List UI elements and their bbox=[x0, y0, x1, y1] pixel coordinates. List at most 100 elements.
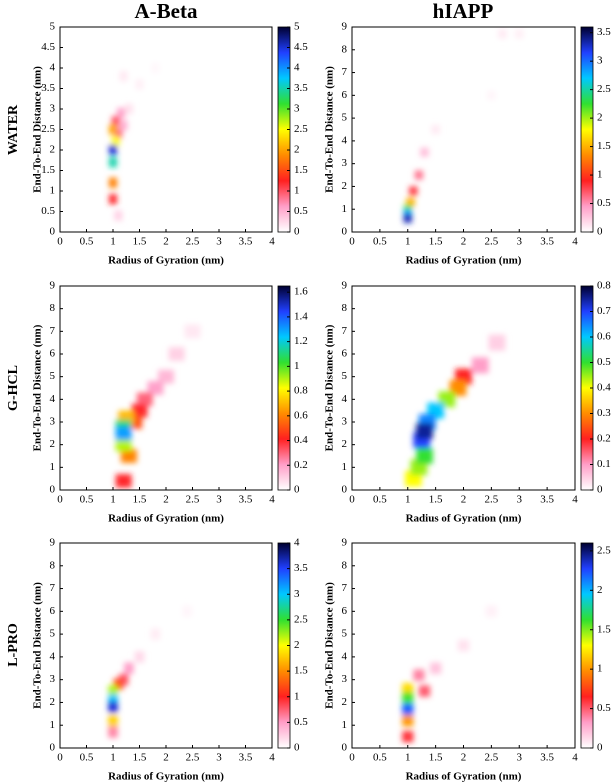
colorbar-tick-label: 0.2 bbox=[597, 433, 611, 445]
colorbar-tick-label: 0 bbox=[294, 742, 300, 754]
y-tick-label: 7 bbox=[50, 582, 56, 594]
colorbar-tick-label: 1.2 bbox=[294, 335, 308, 347]
y-tick-label: 5 bbox=[50, 628, 56, 640]
x-tick-label: 1.5 bbox=[133, 236, 147, 248]
y-tick-label: 7 bbox=[342, 325, 348, 337]
x-tick-label: 0 bbox=[57, 236, 63, 248]
y-tick-label: 0 bbox=[342, 742, 348, 754]
x-tick-label: 3 bbox=[517, 752, 523, 764]
heat-cell bbox=[403, 213, 412, 223]
heat-cell bbox=[402, 730, 414, 743]
y-tick-label: 9 bbox=[342, 21, 348, 33]
y-axis-label: End-To-End Distance (nm) bbox=[32, 324, 44, 451]
colorbar-tick-label: 0.6 bbox=[597, 331, 611, 343]
colorbar bbox=[277, 285, 291, 491]
x-tick-label: 4 bbox=[572, 494, 578, 506]
y-tick-label: 5 bbox=[50, 370, 56, 382]
heat-cell bbox=[109, 194, 117, 205]
colorbar bbox=[580, 26, 594, 233]
x-tick-label: 1.5 bbox=[429, 494, 443, 506]
x-tick-label: 3.5 bbox=[239, 236, 253, 248]
heat-cell bbox=[402, 703, 414, 715]
colorbar-tick-label: 2 bbox=[597, 584, 603, 596]
heat-cell bbox=[118, 673, 129, 686]
x-tick-label: 3 bbox=[216, 236, 222, 248]
x-axis-label: Radius of Gyration (nm) bbox=[406, 771, 522, 783]
y-tick-label: 4 bbox=[342, 393, 348, 405]
y-tick-label: 1.5 bbox=[41, 164, 55, 176]
heat-cell bbox=[109, 124, 117, 135]
heat-cells bbox=[109, 62, 160, 221]
colorbar-tick-label: 3.5 bbox=[294, 562, 308, 574]
x-tick-label: 0 bbox=[349, 236, 355, 248]
y-tick-label: 0 bbox=[342, 226, 348, 238]
y-tick-label: 2 bbox=[50, 696, 56, 708]
y-tick-label: 0 bbox=[50, 226, 56, 238]
heat-cell bbox=[115, 426, 132, 441]
y-tick-label: 1 bbox=[50, 185, 56, 197]
y-tick-label: 5 bbox=[342, 628, 348, 640]
colorbar-tick-label: 1 bbox=[597, 169, 603, 181]
x-tick-label: 4 bbox=[269, 236, 275, 248]
heat-cell bbox=[414, 170, 424, 180]
x-tick-label: 2 bbox=[461, 494, 467, 506]
y-tick-label: 1 bbox=[342, 719, 348, 731]
x-tick-label: 1.5 bbox=[429, 752, 443, 764]
x-axis-label: Radius of Gyration (nm) bbox=[108, 255, 224, 267]
heat-cells bbox=[115, 324, 201, 488]
y-tick-label: 0 bbox=[50, 484, 56, 496]
colorbar-tick-label: 0 bbox=[597, 226, 603, 238]
x-tick-label: 2.5 bbox=[186, 236, 200, 248]
heat-cells bbox=[403, 29, 524, 223]
y-tick-label: 3 bbox=[50, 416, 56, 428]
heat-cell bbox=[120, 449, 137, 463]
y-tick-label: 3 bbox=[342, 673, 348, 685]
x-tick-label: 0 bbox=[57, 752, 63, 764]
y-tick-label: 5 bbox=[342, 370, 348, 382]
column-title: A-Beta bbox=[135, 0, 198, 23]
y-tick-label: 3 bbox=[50, 673, 56, 685]
x-tick-label: 1 bbox=[110, 752, 116, 764]
y-tick-label: 9 bbox=[50, 537, 56, 549]
colorbar-tick-label: 1 bbox=[294, 360, 300, 372]
heat-cell bbox=[402, 714, 414, 727]
colorbar-tick-label: 0 bbox=[294, 484, 300, 496]
y-tick-label: 2 bbox=[50, 144, 56, 156]
x-tick-label: 4 bbox=[269, 752, 275, 764]
x-tick-label: 4 bbox=[572, 236, 578, 248]
colorbar-tick-label: 0 bbox=[294, 226, 300, 238]
y-axis-label: End-To-End Distance (nm) bbox=[32, 66, 44, 193]
x-tick-label: 3.5 bbox=[239, 752, 253, 764]
x-tick-label: 4 bbox=[572, 752, 578, 764]
x-tick-label: 0.5 bbox=[80, 236, 94, 248]
x-tick-label: 2.5 bbox=[485, 752, 499, 764]
colorbar-tick-label: 0 bbox=[597, 742, 603, 754]
heat-cell bbox=[119, 71, 128, 82]
y-tick-label: 4 bbox=[50, 393, 56, 405]
colorbar-tick-label: 0.6 bbox=[294, 409, 308, 421]
y-tick-label: 8 bbox=[342, 43, 348, 55]
heat-cell bbox=[420, 147, 429, 157]
colorbar-tick-label: 0.8 bbox=[294, 385, 308, 397]
x-tick-label: 2.5 bbox=[485, 236, 499, 248]
colorbar-tick-label: 0.4 bbox=[294, 434, 308, 446]
heat-cell bbox=[115, 437, 132, 452]
colorbar-tick-label: 3.5 bbox=[597, 26, 611, 38]
heat-cell bbox=[416, 423, 433, 439]
colorbar-tick-label: 3 bbox=[294, 103, 300, 115]
colorbar-tick-label: 1.4 bbox=[294, 310, 308, 322]
colorbar-tick-label: 3 bbox=[597, 55, 603, 67]
colorbar-tick-label: 2.5 bbox=[597, 544, 611, 556]
y-tick-label: 6 bbox=[342, 348, 348, 360]
y-tick-label: 8 bbox=[342, 302, 348, 314]
plot-frame bbox=[59, 285, 273, 491]
y-axis-label: End-To-End Distance (nm) bbox=[32, 582, 44, 709]
x-tick-label: 2.5 bbox=[485, 494, 499, 506]
heat-cell bbox=[487, 90, 496, 100]
heat-cell bbox=[111, 116, 120, 127]
x-tick-label: 2.5 bbox=[186, 494, 200, 506]
y-tick-label: 3 bbox=[342, 416, 348, 428]
colorbar-tick-label: 1.5 bbox=[597, 623, 611, 635]
y-tick-label: 7 bbox=[50, 325, 56, 337]
